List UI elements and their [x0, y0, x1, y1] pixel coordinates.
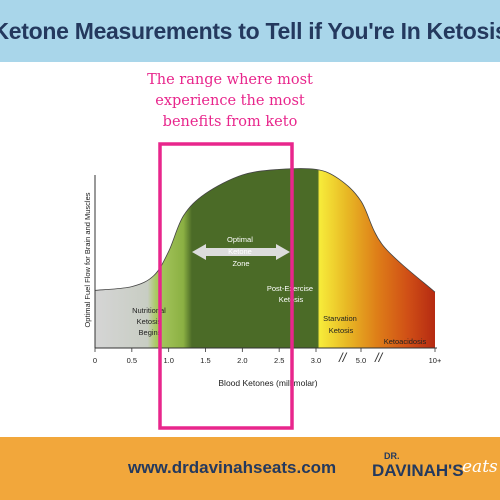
- x-tick-label: 3.0: [311, 356, 321, 365]
- zone-label-post-exercise-text: Post-Exercise: [267, 284, 313, 293]
- x-tick-label: 1.0: [163, 356, 173, 365]
- zone-label-ketoacidosis-text: Ketoacidosis: [384, 337, 427, 346]
- zone-label-ketoacidosis: Ketoacidosis: [384, 337, 427, 346]
- x-axis-label: Blood Ketones (millimolar): [218, 378, 317, 388]
- x-tick-label: 2.0: [237, 356, 247, 365]
- optimal-range-highlight-box: [158, 142, 294, 430]
- annotation-line-2: experience the most: [155, 93, 305, 109]
- x-tick-label: 2.5: [274, 356, 284, 365]
- zone-label-optimal-text-2: Ketone: [228, 247, 252, 256]
- brand-prefix: DR.: [384, 451, 400, 461]
- zone-label-optimal: Optimal Ketone Zone: [227, 235, 255, 268]
- zone-label-optimal-text-3: Zone: [232, 259, 249, 268]
- fuel-flow-area: [95, 168, 435, 348]
- zone-label-nutritional-text: Nutritional: [132, 306, 166, 315]
- x-tick-label: 0.5: [127, 356, 137, 365]
- zone-label-starvation-text: Starvation: [323, 314, 357, 323]
- footer-banner: www.drdavinahseats.com DR. DAVINAH'S eat…: [0, 437, 500, 500]
- website-url[interactable]: www.drdavinahseats.com: [128, 458, 337, 477]
- zone-label-starvation-text-2: Ketosis: [329, 326, 354, 335]
- x-tick-label: 0: [93, 356, 97, 365]
- axis-break-mark: //: [374, 350, 384, 365]
- highlight-annotation: The range where most experience the most…: [120, 70, 340, 133]
- zone-label-nutritional-text-2: Ketosis: [137, 317, 162, 326]
- zone-label-optimal-text: Optimal: [227, 235, 253, 244]
- fuel-flow-curve: [94, 168, 436, 293]
- header-banner: Ketone Measurements to Tell if You're In…: [0, 0, 500, 62]
- brand-suffix: eats: [462, 457, 498, 477]
- x-tick-label: 5.0: [356, 356, 366, 365]
- zone-label-nutritional: Nutritional Ketosis Begins: [132, 306, 168, 337]
- y-axis-label: Optimal Fuel Flow for Brain and Muscles: [83, 192, 92, 327]
- x-axis-ticks: 0 0.5 1.0 1.5 2.0 2.5 3.0 5.0 10+: [93, 348, 442, 365]
- zone-label-starvation: Starvation Ketosis: [323, 314, 359, 335]
- page-title: Ketone Measurements to Tell if You're In…: [0, 17, 500, 44]
- annotation-line-1: The range where most: [147, 72, 313, 88]
- brand-name: DAVINAH'S: [372, 461, 464, 480]
- zone-label-nutritional-text-3: Begins: [139, 328, 162, 337]
- x-tick-label: 10+: [429, 356, 442, 365]
- axis-break-marks: // //: [338, 350, 384, 365]
- annotation-line-3: benefits from keto: [162, 114, 298, 130]
- x-tick-label: 1.5: [200, 356, 210, 365]
- axis-break-mark: //: [338, 350, 348, 365]
- optimal-zone-arrow: [192, 244, 290, 260]
